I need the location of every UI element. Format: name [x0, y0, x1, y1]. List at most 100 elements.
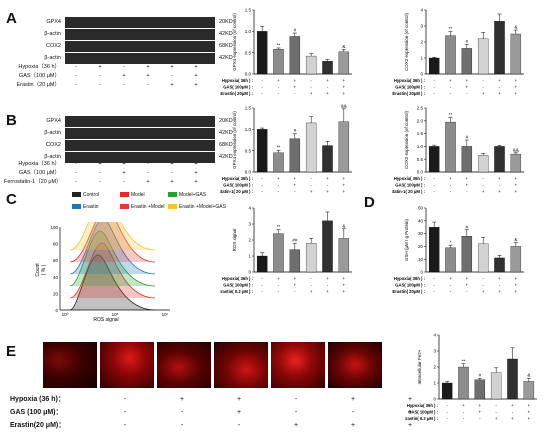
- treatment-value: +: [194, 64, 198, 70]
- treatment-value: +: [498, 289, 501, 294]
- bar: [338, 51, 350, 75]
- treatment-value: -: [446, 403, 448, 408]
- bar: [322, 61, 333, 75]
- significance-mark: **: [277, 145, 281, 150]
- treatment-value: -: [99, 82, 101, 88]
- blot-label: COX2: [46, 43, 61, 49]
- treatment-value: +: [350, 396, 356, 403]
- treatment-value: -: [433, 78, 435, 83]
- treatment-value: +: [294, 78, 297, 83]
- treatment-value: +: [277, 276, 280, 281]
- treatment-value: +: [495, 416, 498, 421]
- significance-mark: &: [514, 237, 517, 242]
- bar: [289, 249, 301, 273]
- treatment-value: -: [446, 410, 448, 415]
- treatment-value: -: [450, 85, 452, 90]
- treatment-value: -: [463, 410, 465, 415]
- treatment-value: -: [123, 64, 125, 70]
- treatment-value: -: [310, 183, 312, 188]
- significance-mark: **: [449, 112, 453, 117]
- bar: [510, 33, 522, 75]
- treatment-label: Hypoxia( 36h ) :: [407, 403, 438, 408]
- treatment-value: -: [261, 276, 263, 281]
- treatment-value: +: [449, 78, 452, 83]
- treatment-value: -: [495, 403, 497, 408]
- legend-label: Erastin +Model+GAS: [179, 204, 226, 210]
- legend-label: Model+GAS: [179, 192, 207, 198]
- treatment-label: Hypoxia( 36h ) :: [394, 78, 425, 83]
- treatment-label: Hypoxia( 36h ) :: [394, 176, 425, 181]
- bar: [338, 121, 350, 173]
- treatment-value: -: [294, 189, 296, 194]
- treatment-value: -: [278, 91, 280, 96]
- y-tick-label: 0.0: [417, 170, 424, 175]
- legend-label: Erastin +Model: [131, 204, 165, 210]
- treatment-value: -: [327, 85, 329, 90]
- flow-ytick: 80: [53, 242, 59, 247]
- treatment-value: -: [499, 183, 501, 188]
- treatment-value: -: [433, 176, 435, 181]
- treatment-value: +: [194, 179, 198, 185]
- treatment-value: +: [326, 276, 329, 281]
- treatment-value: -: [147, 170, 149, 176]
- chart-fe-e: 0 1 2 3 4 Intracellular Fe2+ ** # & Hypoxia( 36h …: [405, 333, 537, 421]
- treatment-label: Hypoxia（36 h）: [18, 161, 60, 167]
- treatment-value: -: [294, 409, 298, 416]
- bar: [428, 57, 440, 75]
- treatment-value: -: [75, 170, 77, 176]
- treatment-value: +: [170, 64, 174, 70]
- legend-swatch: [72, 192, 81, 198]
- treatment-value: +: [479, 403, 482, 408]
- y-tick-label: 1.5: [245, 106, 252, 111]
- bar: [445, 247, 456, 273]
- treatment-label: Hypoxia (36 h)：: [10, 396, 65, 403]
- treatment-value: +: [170, 161, 174, 167]
- legend-swatch: [168, 204, 177, 210]
- treatment-value: -: [433, 183, 435, 188]
- western-blot-a: GPX4 20KD β-actin 42KD COX2 68KD β-actin 42K…: [44, 17, 245, 67]
- treatment-value: -: [466, 289, 468, 294]
- treatment-value: +: [326, 289, 329, 294]
- y-tick-label: 3: [433, 349, 436, 354]
- treatment-value: +: [179, 396, 185, 403]
- treatment-value: -: [75, 64, 77, 70]
- treatment-value: -: [433, 283, 435, 288]
- treatment-value: +: [466, 85, 469, 90]
- treatment-value: -: [433, 91, 435, 96]
- bar: [428, 146, 440, 173]
- treatment-value: +: [294, 183, 297, 188]
- y-tick-label: 2: [420, 40, 423, 45]
- y-tick-label: 4: [420, 8, 423, 13]
- legend-swatch: [72, 204, 81, 210]
- treatment-value: -: [261, 176, 263, 181]
- treatment-value: +: [343, 91, 346, 96]
- bar: [441, 382, 453, 400]
- legend-item: Model: [120, 192, 145, 198]
- flow-histogram-peak: [69, 222, 156, 251]
- flow-histogram-peak: [69, 254, 156, 311]
- treatment-value: +: [498, 176, 501, 181]
- treatment-value: +: [466, 283, 469, 288]
- legend-swatch: [120, 192, 129, 198]
- treatment-value: +: [511, 416, 514, 421]
- treatment-table-a: Hypoxia（36 h） - + - + + + GAS（100 μM） - - + + - + Eras…: [4, 63, 204, 93]
- treatment-value: -: [482, 78, 484, 83]
- treatment-label: Hypoxia( 36h ) :: [222, 276, 253, 281]
- treatment-label: Hypoxia( 36h ) :: [222, 78, 253, 83]
- treatment-value: -: [482, 85, 484, 90]
- y-tick-label: 10: [418, 257, 424, 262]
- treatment-value: -: [463, 416, 465, 421]
- treatment-label: GAS( 100μM ) :: [223, 283, 253, 288]
- treatment-value: -: [180, 409, 184, 416]
- treatment-value: +: [449, 276, 452, 281]
- treatment-value: -: [310, 283, 312, 288]
- treatment-value: +: [343, 276, 346, 281]
- fluorescence-image: [271, 342, 325, 388]
- treatment-value: +: [146, 64, 150, 70]
- bar: [477, 38, 489, 75]
- bar: [445, 35, 456, 75]
- y-tick-label: 20: [418, 244, 424, 249]
- y-axis-label: GPX4 expression (of control): [232, 13, 237, 71]
- treatment-value: -: [75, 179, 77, 185]
